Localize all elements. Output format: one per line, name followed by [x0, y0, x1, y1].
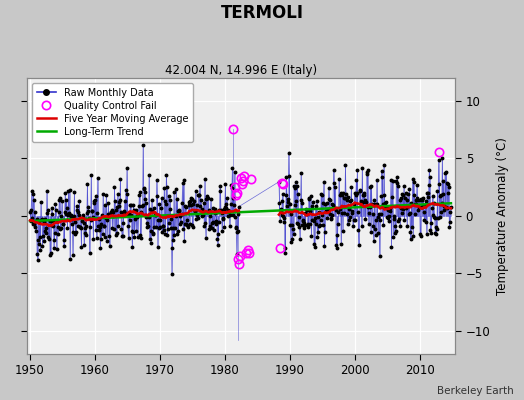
- Text: Berkeley Earth: Berkeley Earth: [437, 386, 514, 396]
- Y-axis label: Temperature Anomaly (°C): Temperature Anomaly (°C): [496, 137, 509, 295]
- Title: 42.004 N, 14.996 E (Italy): 42.004 N, 14.996 E (Italy): [165, 64, 317, 77]
- Text: TERMOLI: TERMOLI: [221, 4, 303, 22]
- Legend: Raw Monthly Data, Quality Control Fail, Five Year Moving Average, Long-Term Tren: Raw Monthly Data, Quality Control Fail, …: [31, 83, 193, 142]
